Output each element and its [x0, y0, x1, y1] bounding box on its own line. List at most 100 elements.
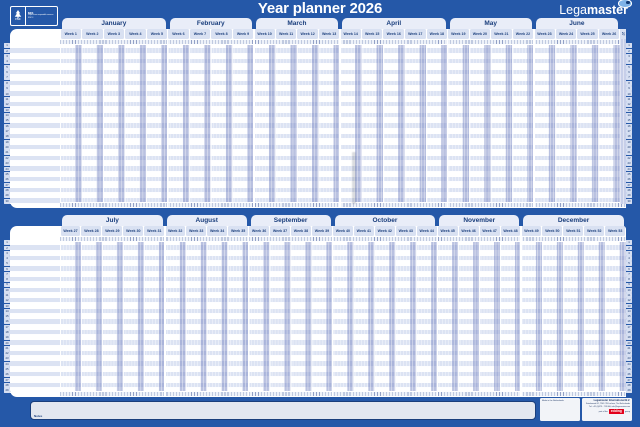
week-header-week-41: Week 41: [353, 226, 374, 237]
row-number: 20: [4, 340, 10, 346]
week-header-week-3: Week 3: [103, 29, 125, 40]
row-number: 5: [4, 261, 10, 267]
week-header-week-12: Week 12: [297, 29, 318, 40]
row-numbers-right: 1 2 3 4 5 6 7 8 9 10 11 12 13 14 15 16 17 18 19 20 21 22 23 24 2…: [626, 240, 632, 393]
row-number: 16: [4, 123, 10, 129]
month-label: January: [101, 20, 127, 27]
row-number: 5: [626, 261, 632, 267]
week-header-week-9: Week 9: [232, 29, 254, 40]
row-number: 7: [4, 75, 10, 81]
row-number: 2: [4, 245, 10, 251]
row-number: 1: [4, 240, 10, 246]
row-number: 9: [4, 282, 10, 288]
month-label: September: [273, 217, 308, 224]
month-tab-june: June: [535, 18, 618, 29]
row-number: 14: [626, 112, 632, 118]
row-number: 20: [626, 145, 632, 150]
row-numbers-right: 1 2 3 4 5 6 7 8 9 10 11 12 13 14 15 16 17 18 19 20 21 22 23 24 2…: [626, 43, 632, 204]
fsc-label: FSC MIX Paper from responsible sources F…: [10, 6, 58, 26]
row-number: 13: [626, 303, 632, 309]
month-label: May: [484, 20, 498, 27]
week-header-week-38: Week 38: [290, 226, 311, 237]
row-number: 15: [626, 314, 632, 319]
row-number: 4: [4, 256, 10, 261]
week-header-week-37: Week 37: [270, 226, 290, 237]
row-numbers-left: 1 2 3 4 5 6 7 8 9 10 11 12 13 14 15 16 17 18 19 20 21 22 23 24 2…: [4, 43, 10, 204]
month-tab-march: March: [255, 18, 338, 29]
row-number: 2: [626, 48, 632, 54]
week-header-week-48: Week 48: [500, 226, 521, 237]
row-number: 15: [4, 314, 10, 319]
month-label: July: [105, 217, 119, 224]
month-separator: [164, 226, 166, 397]
row-number: 4: [4, 59, 10, 65]
row-number: 28: [626, 187, 632, 193]
row-number: 17: [4, 324, 10, 330]
row-number: 10: [4, 287, 10, 293]
month-tab-february: February: [169, 18, 252, 29]
week-header-week-45: Week 45: [437, 226, 458, 237]
top-bar: FSC MIX Paper from responsible sources F…: [0, 0, 640, 26]
month-tab-november: November: [439, 215, 520, 226]
week-header-week-8: Week 8: [211, 29, 232, 40]
row-number: 25: [626, 366, 632, 372]
row-number: 29: [4, 193, 10, 199]
row-number: 29: [626, 388, 632, 393]
edding-suffix: group: [624, 410, 630, 413]
row-number: 18: [4, 134, 10, 140]
row-number: 12: [4, 298, 10, 304]
printed-code-artifact: [352, 152, 356, 204]
row-number: 12: [4, 102, 10, 108]
row-number: 1: [4, 43, 10, 49]
month-tab-april: April: [341, 18, 446, 29]
row-number: 4: [626, 59, 632, 65]
month-tabs-row: July August September October November Decemb…: [60, 215, 626, 226]
row-number: 22: [626, 351, 632, 356]
month-separator: [520, 226, 522, 397]
week-header-week-10: Week 10: [254, 29, 275, 40]
week-header-week-34: Week 34: [207, 226, 228, 237]
planner-half-jul-dec: July August September October November Decemb…: [4, 215, 632, 397]
week-header-week-5: Week 5: [146, 29, 168, 40]
week-header-week-11: Week 11: [275, 29, 297, 40]
week-header-week-44: Week 44: [416, 226, 437, 237]
row-number: 8: [4, 80, 10, 86]
row-number: 7: [626, 75, 632, 81]
week-header-week-20: Week 20: [469, 29, 491, 40]
week-header-week-1: Week 1: [60, 29, 82, 40]
row-number: 18: [626, 134, 632, 140]
edding-row: part of the edding group: [584, 409, 630, 414]
row-number: 25: [626, 171, 632, 177]
week-header-week-31: Week 31: [144, 226, 165, 237]
tree-icon: [14, 10, 22, 19]
month-tab-january: January: [62, 18, 166, 29]
row-number: 27: [4, 377, 10, 383]
month-separator: [533, 29, 535, 208]
row-number: 9: [626, 282, 632, 288]
row-number: 3: [4, 53, 10, 59]
row-number: 25: [4, 171, 10, 177]
row-number: 11: [626, 293, 632, 298]
row-number: 6: [626, 266, 632, 272]
planner-half-jan-jun: January February March April May June Week 1 We…: [4, 18, 632, 208]
week-header-row: Week 1 Week 2 Week 3 Week 4 Week 5 Week 6 Week…: [60, 29, 620, 40]
week-header-week-50: Week 50: [542, 226, 563, 237]
date-strip-bottom: [60, 391, 626, 397]
month-tab-july: July: [62, 215, 163, 226]
row-number: 20: [4, 145, 10, 150]
row-number: 29: [4, 388, 10, 393]
month-label: March: [287, 20, 307, 27]
month-label: February: [196, 20, 225, 27]
row-number: 19: [4, 139, 10, 145]
row-number: 3: [626, 250, 632, 256]
week-header-week-49: Week 49: [521, 226, 542, 237]
eye-icon: [618, 0, 632, 8]
month-separator: [446, 29, 449, 208]
row-number: 21: [4, 345, 10, 351]
company-address: Kwinkweerd 62, 7241 CW Lochem, The Nethe…: [586, 402, 630, 405]
planner-grid-body: Week 27 Week 28 Week 29 Week 30 Week 31 Week …: [4, 226, 632, 397]
row-number: 17: [4, 129, 10, 134]
row-number: 20: [626, 340, 632, 346]
row-number: 24: [4, 166, 10, 172]
